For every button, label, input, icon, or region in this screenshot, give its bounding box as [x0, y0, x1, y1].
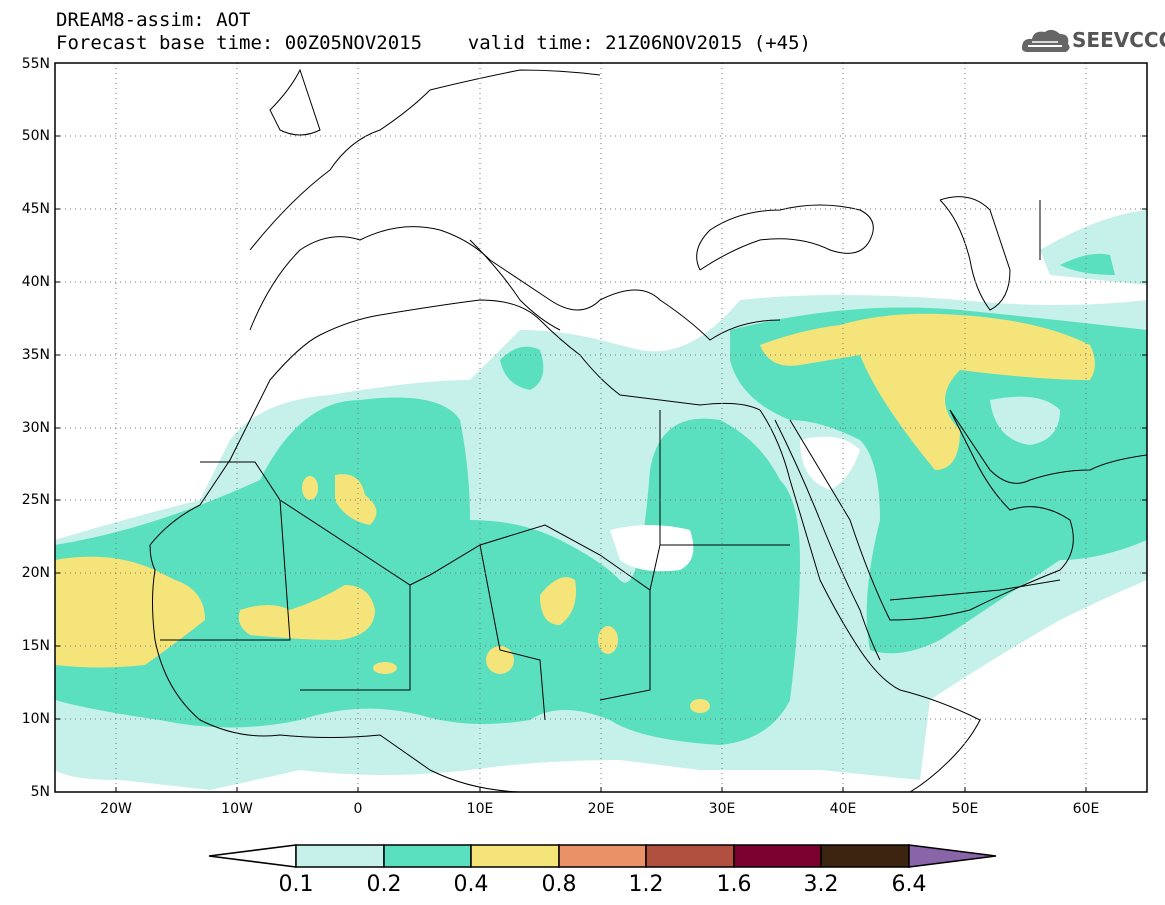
lat-label: 45N: [21, 201, 50, 217]
lon-label: 50E: [951, 801, 979, 817]
lat-label: 30N: [21, 420, 50, 436]
aot-contour-libya: [500, 346, 544, 390]
coastline-persian-gulf: [949, 409, 1147, 484]
lat-label: 55N: [21, 56, 50, 72]
lon-label: 10E: [466, 801, 494, 817]
coastline-horn: [899, 689, 981, 792]
coastline-nw-africa: [149, 299, 541, 546]
aot-contour-high-chad: [540, 577, 576, 625]
lat-label: 20N: [21, 565, 50, 581]
coastline-north-africa: [539, 319, 761, 411]
colorbar-label: 0.1: [278, 872, 314, 897]
colorbar-swatch: [733, 844, 822, 868]
colorbar-swatch: [208, 844, 297, 868]
lat-label: 50N: [21, 128, 50, 144]
lat-label: 40N: [21, 274, 50, 290]
aot-contour-clear: [610, 525, 694, 572]
lat-label: 5N: [30, 784, 50, 800]
coastline-italy: [469, 239, 561, 331]
colorbar-label: 1.6: [716, 872, 752, 897]
colorbar-swatch: [908, 844, 997, 868]
lon-label: 0: [353, 801, 363, 817]
border-generic: [160, 499, 291, 641]
colorbar-label: 6.4: [891, 872, 927, 897]
aot-contour-medium-east: [730, 307, 1147, 654]
border-generic: [479, 544, 546, 721]
cloud-icon: [1022, 29, 1070, 52]
coastline-black-sea: [696, 204, 874, 271]
colorbar-swatch: [470, 844, 560, 868]
lon-label: 20E: [587, 801, 615, 817]
colorbar-label: 3.2: [803, 872, 839, 897]
lat-label: 15N: [21, 638, 50, 654]
colorbar-swatch: [645, 844, 735, 868]
aot-contour-high-sahel: [238, 585, 375, 640]
aot-contour-clear: [990, 396, 1060, 445]
lat-label: 10N: [21, 711, 50, 727]
colorbar-label: 0.4: [453, 872, 489, 897]
map-title: DREAM8-assim: AOT: [56, 9, 251, 31]
colorbar-swatch: [383, 844, 472, 868]
aot-contour-high-spot: [302, 476, 318, 500]
aot-contour-high-spot: [690, 699, 710, 713]
lat-label: 25N: [21, 492, 50, 508]
colorbar-label: 0.2: [366, 872, 402, 897]
aot-contour-medium-north: [1060, 253, 1115, 275]
coastline-british-isles: [269, 68, 321, 136]
aot-contour-high-spot: [598, 626, 618, 654]
coastline-red-sea-east: [774, 419, 881, 661]
aot-contour-high-spot: [373, 662, 397, 674]
coastline-europe: [249, 69, 601, 251]
forecast-time-line: Forecast base time: 00Z05NOV2015 valid t…: [56, 32, 811, 54]
coastline-mediterranean-north: [249, 226, 781, 341]
logo-text: SEEVCCC: [1072, 28, 1165, 52]
colorbar: [208, 844, 997, 868]
colorbar-swatch: [820, 844, 910, 868]
aot-contour-high-mideast: [760, 313, 1095, 470]
aot-contour-clear: [800, 436, 860, 490]
coastline-caspian: [939, 196, 1011, 311]
coastline-arabia: [789, 409, 1074, 621]
border-generic: [889, 579, 1061, 601]
aot-contour-medium: [55, 397, 800, 745]
lat-label: 35N: [21, 347, 50, 363]
lon-label: 20W: [100, 801, 132, 817]
colorbar-label: 1.2: [628, 872, 664, 897]
colorbar-swatch: [558, 844, 647, 868]
colorbar-swatch: [295, 844, 385, 868]
coastline-red-sea-west: [759, 409, 901, 691]
lon-label: 10W: [221, 801, 253, 817]
lon-label: 40E: [829, 801, 857, 817]
lon-label: 30E: [708, 801, 736, 817]
colorbar-label: 0.8: [541, 872, 577, 897]
lon-label: 60E: [1072, 801, 1100, 817]
coastline-africa-west: [149, 544, 521, 792]
border-generic: [300, 585, 411, 691]
border-generic: [599, 590, 651, 701]
aot-contour-high-spot: [486, 646, 514, 674]
